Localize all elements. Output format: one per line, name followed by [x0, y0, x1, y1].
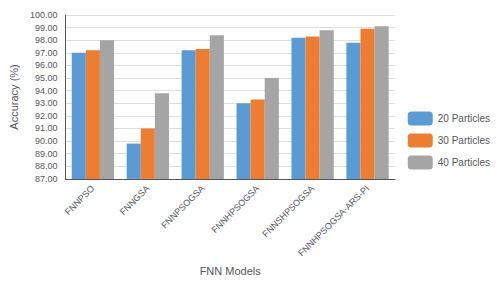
svg-text:89.00: 89.00: [35, 149, 58, 159]
svg-text:87.00: 87.00: [35, 174, 58, 184]
svg-text:FNNPSOGSA: FNNPSOGSA: [159, 183, 206, 230]
svg-text:FNNHPSOGSA-ARS-PI: FNNHPSOGSA-ARS-PI: [296, 183, 371, 258]
svg-text:91.00: 91.00: [35, 123, 58, 133]
svg-text:98.00: 98.00: [35, 35, 58, 45]
svg-text:100.00: 100.00: [30, 10, 58, 20]
svg-text:20 Particles: 20 Particles: [438, 113, 490, 124]
svg-text:Accuracy (%): Accuracy (%): [8, 64, 20, 129]
svg-text:88.00: 88.00: [35, 161, 58, 171]
svg-text:94.00: 94.00: [35, 86, 58, 96]
svg-text:96.00: 96.00: [35, 60, 58, 70]
svg-text:99.00: 99.00: [35, 23, 58, 33]
svg-text:93.00: 93.00: [35, 98, 58, 108]
svg-text:FNNSHPSOGSA: FNNSHPSOGSA: [260, 183, 316, 239]
svg-text:97.00: 97.00: [35, 48, 58, 58]
svg-text:95.00: 95.00: [35, 73, 58, 83]
svg-text:40 Particles: 40 Particles: [438, 157, 490, 168]
svg-text:90.00: 90.00: [35, 136, 58, 146]
svg-text:FNNGSA: FNNGSA: [118, 183, 152, 217]
svg-text:FNN Models: FNN Models: [200, 265, 262, 277]
svg-text:FNNPSO: FNNPSO: [63, 183, 97, 217]
svg-text:30 Particles: 30 Particles: [438, 135, 490, 146]
svg-text:92.00: 92.00: [35, 111, 58, 121]
svg-text:FNNHPSOGSA: FNNHPSOGSA: [210, 183, 262, 235]
